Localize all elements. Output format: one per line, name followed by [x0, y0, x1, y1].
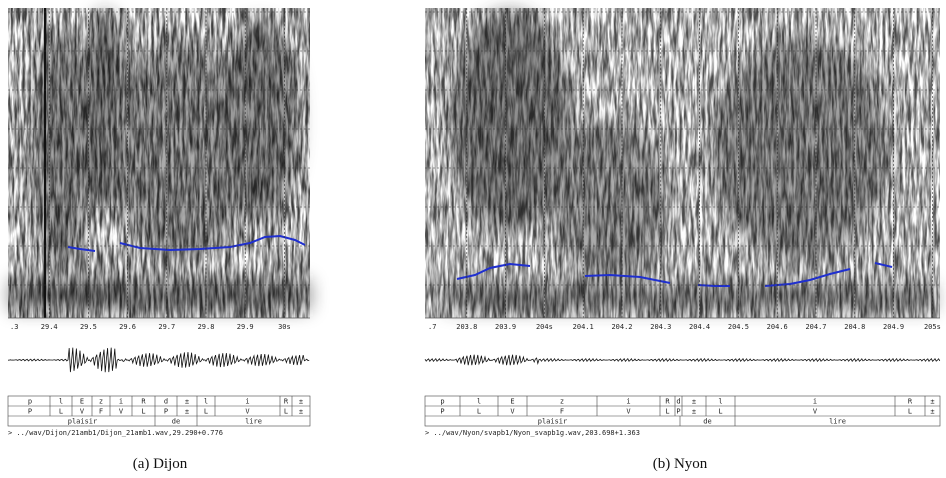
tier-label: p	[440, 398, 444, 406]
tier-label: ±	[299, 408, 303, 416]
tier-label: V	[510, 408, 515, 416]
time-label: 204.8	[844, 323, 865, 331]
time-label: 204s	[536, 323, 553, 331]
time-label: 204.9	[883, 323, 904, 331]
tier-label: P	[28, 408, 32, 416]
time-label: 29.6	[119, 323, 136, 331]
tier-label: ±	[299, 398, 303, 406]
tier-label: L	[141, 408, 145, 416]
tier-label: ±	[692, 398, 696, 406]
tier-label: P	[676, 408, 680, 416]
tier-label: R	[284, 398, 289, 406]
tier-label: plaisir	[68, 418, 98, 426]
time-label: 204.6	[767, 323, 788, 331]
tier-label: d	[676, 398, 680, 406]
tier-label: d	[164, 398, 168, 406]
tier-label: i	[245, 398, 249, 406]
time-label: 205s	[924, 323, 941, 331]
tier-label: plaisir	[538, 418, 568, 426]
tier-label: p	[28, 398, 32, 406]
time-label: 204.3	[650, 323, 671, 331]
tier-label: F	[560, 408, 564, 416]
tier-label: ±	[185, 408, 189, 416]
time-label: 29.9	[237, 323, 254, 331]
tier-label: V	[245, 408, 250, 416]
tier-label: L	[59, 408, 63, 416]
tier-label: l	[718, 398, 722, 406]
tier-label: i	[813, 398, 817, 406]
tier-label: V	[626, 408, 631, 416]
tier-label: L	[477, 408, 481, 416]
time-label: 203.9	[495, 323, 516, 331]
time-label: 30s	[278, 323, 291, 331]
tier-label: l	[477, 398, 481, 406]
tier-label: ±	[930, 398, 934, 406]
tier-label: L	[908, 408, 912, 416]
caption: (a) Dijon	[133, 456, 188, 472]
tier-label: ±	[185, 398, 189, 406]
time-label: 29.4	[41, 323, 58, 331]
tier-label: R	[141, 398, 146, 406]
time-label: .7	[428, 323, 436, 331]
time-label: 204.5	[728, 323, 749, 331]
tier-label: R	[908, 398, 913, 406]
time-label: 204.1	[573, 323, 594, 331]
tier-label: L	[204, 408, 208, 416]
tier-label: lire	[829, 418, 846, 426]
time-label: 204.4	[689, 323, 710, 331]
tier-label: L	[284, 408, 288, 416]
spectrogram	[425, 8, 940, 318]
tier-label: l	[59, 398, 63, 406]
tier-label: F	[99, 408, 103, 416]
spectrogram	[8, 8, 310, 318]
waveform	[424, 354, 941, 366]
tier-label: E	[510, 398, 514, 406]
tier-label: V	[119, 408, 124, 416]
tier-label: V	[813, 408, 818, 416]
waveform	[7, 347, 310, 373]
tier-label: de	[703, 418, 711, 426]
tier-label: P	[440, 408, 444, 416]
tier-label: L	[718, 408, 722, 416]
file-path: > ../wav/Nyon/svapb1/Nyon_svapb1g.wav,20…	[425, 429, 640, 437]
tier-label: i	[119, 398, 123, 406]
tier-label: i	[626, 398, 630, 406]
time-label: 29.7	[158, 323, 175, 331]
tier-label: z	[99, 398, 103, 406]
tier-label: ±	[930, 408, 934, 416]
tier-label: ±	[692, 408, 696, 416]
file-path: > ../wav/Dijon/21amb1/Dijon_21amb1.wav,2…	[8, 429, 223, 437]
time-label: 204.2	[611, 323, 632, 331]
time-label: .3	[10, 323, 18, 331]
time-label: 204.7	[805, 323, 826, 331]
tier-box	[7, 395, 311, 427]
tier-label: R	[665, 398, 670, 406]
tier-label: L	[665, 408, 669, 416]
tier-label: l	[204, 398, 208, 406]
tier-label: E	[80, 398, 84, 406]
tier-label: P	[164, 408, 168, 416]
tier-label: z	[560, 398, 564, 406]
time-label: 203.8	[456, 323, 477, 331]
tier-box	[424, 395, 941, 427]
tier-label: lire	[245, 418, 262, 426]
time-label: 29.8	[198, 323, 215, 331]
tier-label: V	[80, 408, 85, 416]
caption: (b) Nyon	[653, 456, 708, 472]
time-label: 29.5	[80, 323, 97, 331]
tier-label: de	[172, 418, 180, 426]
